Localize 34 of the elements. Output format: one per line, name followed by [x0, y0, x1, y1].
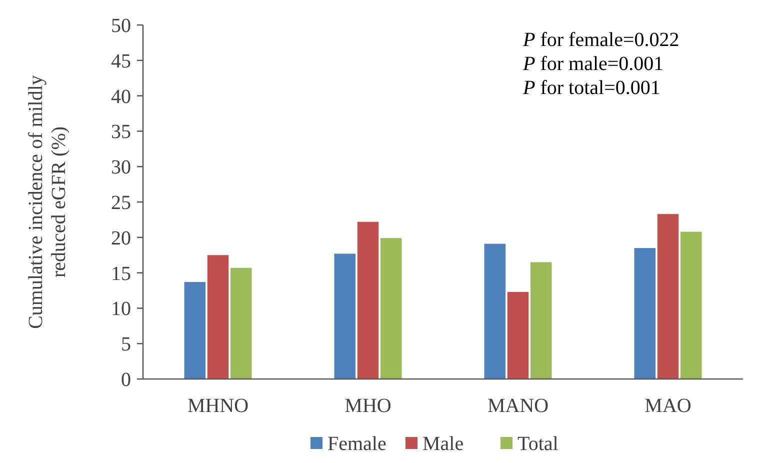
bar: [484, 244, 506, 379]
bar: [380, 238, 402, 379]
bar: [530, 262, 552, 379]
annotation: P for male=0.001: [522, 53, 664, 75]
y-tick-label: 0: [121, 369, 131, 391]
x-tick-label: MHNO: [187, 395, 249, 417]
bar: [634, 248, 656, 379]
legend-label: Female: [328, 433, 386, 455]
x-tick-label: MHO: [344, 395, 392, 417]
bar: [357, 222, 379, 379]
y-tick-label: 40: [111, 86, 131, 108]
legend-label: Total: [518, 433, 559, 455]
annotation: P for female=0.022: [522, 29, 680, 51]
y-tick-label: 25: [111, 192, 131, 214]
bar: [230, 268, 252, 379]
y-tick-label: 5: [121, 334, 131, 356]
bar: [184, 282, 206, 379]
y-tick-label: 35: [111, 121, 131, 144]
y-tick-label: 30: [111, 156, 131, 179]
bar: [207, 255, 229, 379]
bar: [334, 254, 356, 379]
y-tick-label: 50: [111, 15, 131, 37]
bar: [507, 292, 529, 379]
y-tick-label: 20: [111, 227, 131, 250]
legend-label: Male: [422, 433, 464, 455]
annotation: P for total=0.001: [522, 77, 660, 99]
x-tick-label: MAO: [644, 395, 692, 417]
bar: [657, 214, 679, 379]
x-tick-label: MANO: [487, 395, 549, 417]
y-tick-label: 45: [111, 50, 131, 72]
y-tick-label: 10: [111, 298, 131, 320]
bar: [680, 232, 702, 379]
y-axis-title: Cumulative incidence of mildly reduced eGFR (%): [25, 75, 70, 329]
y-tick-label: 15: [111, 262, 131, 285]
